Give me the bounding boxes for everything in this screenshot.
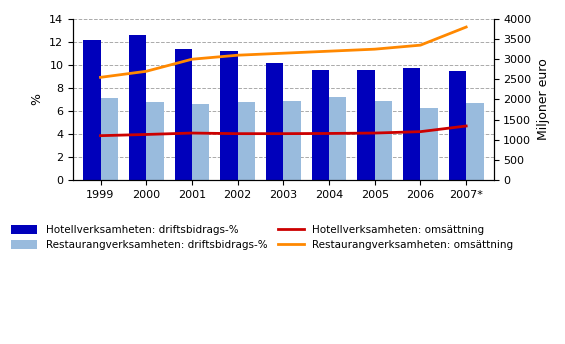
Bar (403, 68, 420, 180)
Bar (449, 71, 466, 180)
Bar (238, 102, 255, 180)
Bar (101, 98, 118, 180)
Bar (129, 35, 146, 180)
Bar (175, 49, 192, 180)
Bar (420, 108, 438, 180)
Bar (83, 40, 101, 180)
Y-axis label: Miljoner euro: Miljoner euro (537, 58, 550, 140)
Legend: Hotellverksamheten: driftsbidrags-%, Restaurangverksamheten: driftsbidrags-%, Ho: Hotellverksamheten: driftsbidrags-%, Res… (7, 221, 518, 255)
Bar (192, 104, 209, 180)
Bar (466, 103, 484, 180)
Bar (375, 100, 392, 180)
Bar (266, 63, 283, 180)
Bar (358, 69, 375, 180)
Bar (220, 51, 238, 180)
Bar (283, 100, 301, 180)
Bar (329, 97, 346, 180)
Y-axis label: %: % (31, 94, 44, 106)
Bar (146, 102, 164, 180)
Bar (312, 69, 329, 180)
